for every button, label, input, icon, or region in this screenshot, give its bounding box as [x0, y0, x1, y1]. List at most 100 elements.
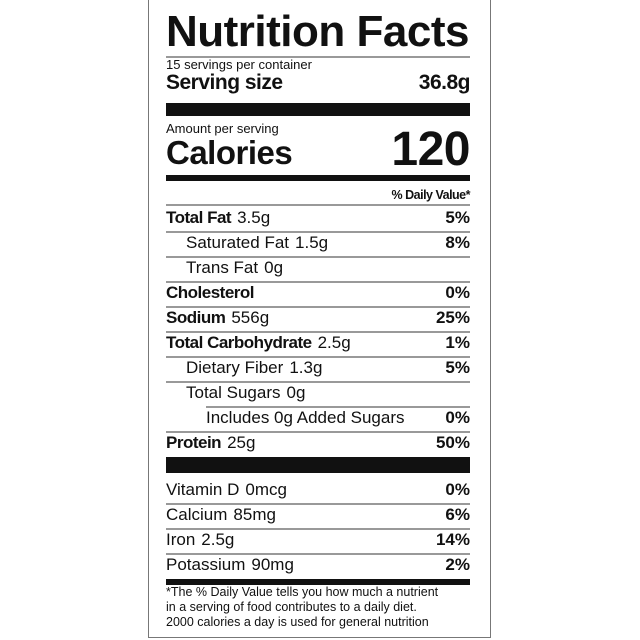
daily-value-header-row: % Daily Value*: [166, 184, 471, 206]
vitamin-name: Vitamin D: [166, 480, 240, 499]
divider: [166, 431, 470, 433]
vitamin-daily-value: 6%: [445, 505, 470, 524]
vitamin-row: Potassium 90mg 2%: [166, 554, 470, 576]
nutrient-row: Dietary Fiber 1.3g 5%: [166, 357, 470, 379]
nutrient-row: Includes 0g Added Sugars 0%: [166, 407, 470, 429]
nutrient-name-amount: Saturated Fat 1.5g: [166, 232, 328, 254]
nutrient-name-amount: Total Carbohydrate 2.5g: [166, 332, 351, 354]
nutrient-name-amount: Total Sugars 0g: [166, 382, 305, 404]
nutrient-daily-value: 25%: [435, 308, 470, 327]
nutrient-row: Protein 25g 50%: [166, 432, 470, 454]
nutrient-row: Sodium 556g 25%: [166, 307, 470, 329]
nutrient-name-amount: Trans Fat 0g: [166, 257, 283, 279]
nutrient-row: Total Sugars 0g: [166, 382, 470, 404]
thick-divider: [166, 103, 470, 116]
nutrient-daily-value: 50%: [435, 433, 470, 452]
vitamin-row: Calcium 85mg 6%: [166, 504, 470, 526]
vitamin-daily-value: 14%: [435, 530, 470, 549]
calories-value: 120: [391, 123, 470, 176]
nutrient-name: Includes 0g Added Sugars: [206, 408, 405, 427]
divider: [206, 406, 470, 408]
vitamin-name-amount: Calcium 85mg: [166, 504, 276, 526]
calories-row: Calories 120: [166, 123, 470, 176]
divider: [166, 281, 470, 283]
divider: [166, 256, 470, 258]
nutrient-name: Total Sugars: [186, 383, 281, 402]
nutrient-daily-value: 1%: [445, 333, 470, 352]
vitamin-amount: 85mg: [233, 505, 276, 524]
divider: [166, 331, 470, 333]
nutrient-amount: 25g: [227, 433, 256, 452]
servings-per-container: 15 servings per container: [166, 57, 312, 72]
nutrition-facts-label: Nutrition Facts 15 servings per containe…: [148, 0, 491, 638]
vitamin-daily-value: 0%: [445, 480, 470, 499]
nutrient-row: Total Carbohydrate 2.5g 1%: [166, 332, 470, 354]
nutrient-amount: 3.5g: [237, 208, 271, 227]
serving-size-value: 36.8g: [418, 71, 471, 94]
nutrient-amount: 2.5g: [317, 333, 351, 352]
vitamin-name: Iron: [166, 530, 196, 549]
nutrient-name: Protein: [166, 433, 222, 452]
footnote-line: in a serving of food contributes to a da…: [166, 600, 417, 614]
serving-size-row: Serving size 36.8g: [166, 70, 471, 96]
nutrient-name: Total Carbohydrate: [166, 333, 312, 352]
nutrient-row: Saturated Fat 1.5g 8%: [166, 232, 470, 254]
nutrient-amount: 0g: [286, 383, 306, 402]
serving-size-label: Serving size: [166, 71, 283, 94]
nutrient-row: Cholesterol 0%: [166, 282, 470, 304]
divider: [166, 528, 470, 530]
vitamin-name-amount: Vitamin D 0mcg: [166, 479, 287, 501]
nutrient-amount: 1.5g: [295, 233, 329, 252]
nutrient-name: Trans Fat: [186, 258, 259, 277]
nutrient-amount: 0g: [264, 258, 284, 277]
nutrient-name: Saturated Fat: [186, 233, 290, 252]
divider: [166, 503, 470, 505]
nutrient-daily-value: 5%: [445, 358, 470, 377]
label-title: Nutrition Facts: [166, 7, 469, 56]
divider: [166, 553, 470, 555]
divider: [166, 231, 470, 233]
daily-value-header: % Daily Value*: [391, 188, 471, 202]
footnote-line: *The % Daily Value tells you how much a …: [166, 585, 439, 599]
vitamin-name: Calcium: [166, 505, 228, 524]
vitamin-row: Vitamin D 0mcg 0%: [166, 479, 470, 501]
calories-label: Calories: [166, 134, 293, 171]
divider: [166, 306, 470, 308]
nutrient-row: Total Fat 3.5g 5%: [166, 207, 470, 229]
medium-divider: [166, 579, 470, 585]
footnote-line: 2000 calories a day is used for general …: [166, 615, 429, 629]
nutrient-daily-value: 0%: [445, 283, 470, 302]
nutrient-amount: 556g: [231, 308, 270, 327]
vitamin-name: Potassium: [166, 555, 246, 574]
vitamin-amount: 0mcg: [245, 480, 287, 499]
divider: [166, 204, 470, 206]
nutrient-name: Cholesterol: [166, 283, 255, 302]
vitamin-amount: 90mg: [251, 555, 294, 574]
footnote: *The % Daily Value tells you how much a …: [166, 585, 470, 630]
medium-divider: [166, 175, 470, 181]
nutrient-name-amount: Protein 25g: [166, 432, 255, 454]
nutrient-name-amount: Total Fat 3.5g: [166, 207, 270, 229]
nutrient-name: Dietary Fiber: [186, 358, 284, 377]
nutrient-name-amount: Includes 0g Added Sugars: [166, 407, 410, 429]
vitamin-daily-value: 2%: [445, 555, 470, 574]
nutrient-daily-value: 0%: [445, 408, 470, 427]
divider: [166, 56, 470, 58]
nutrient-row: Trans Fat 0g: [166, 257, 470, 279]
vitamin-amount: 2.5g: [201, 530, 235, 549]
divider: [166, 381, 470, 383]
vitamin-row: Iron 2.5g 14%: [166, 529, 470, 551]
nutrient-name-amount: Dietary Fiber 1.3g: [166, 357, 322, 379]
divider: [166, 356, 470, 358]
nutrient-daily-value: 5%: [445, 208, 470, 227]
thick-divider: [166, 457, 470, 473]
nutrient-amount: 1.3g: [289, 358, 323, 377]
vitamin-name-amount: Iron 2.5g: [166, 529, 234, 551]
nutrient-name: Total Fat: [166, 208, 232, 227]
amount-per-serving: Amount per serving: [166, 121, 279, 136]
nutrient-name-amount: Cholesterol: [166, 282, 260, 304]
nutrient-daily-value: 8%: [445, 233, 470, 252]
nutrient-name-amount: Sodium 556g: [166, 307, 269, 329]
nutrient-name: Sodium: [166, 308, 226, 327]
vitamin-name-amount: Potassium 90mg: [166, 554, 294, 576]
